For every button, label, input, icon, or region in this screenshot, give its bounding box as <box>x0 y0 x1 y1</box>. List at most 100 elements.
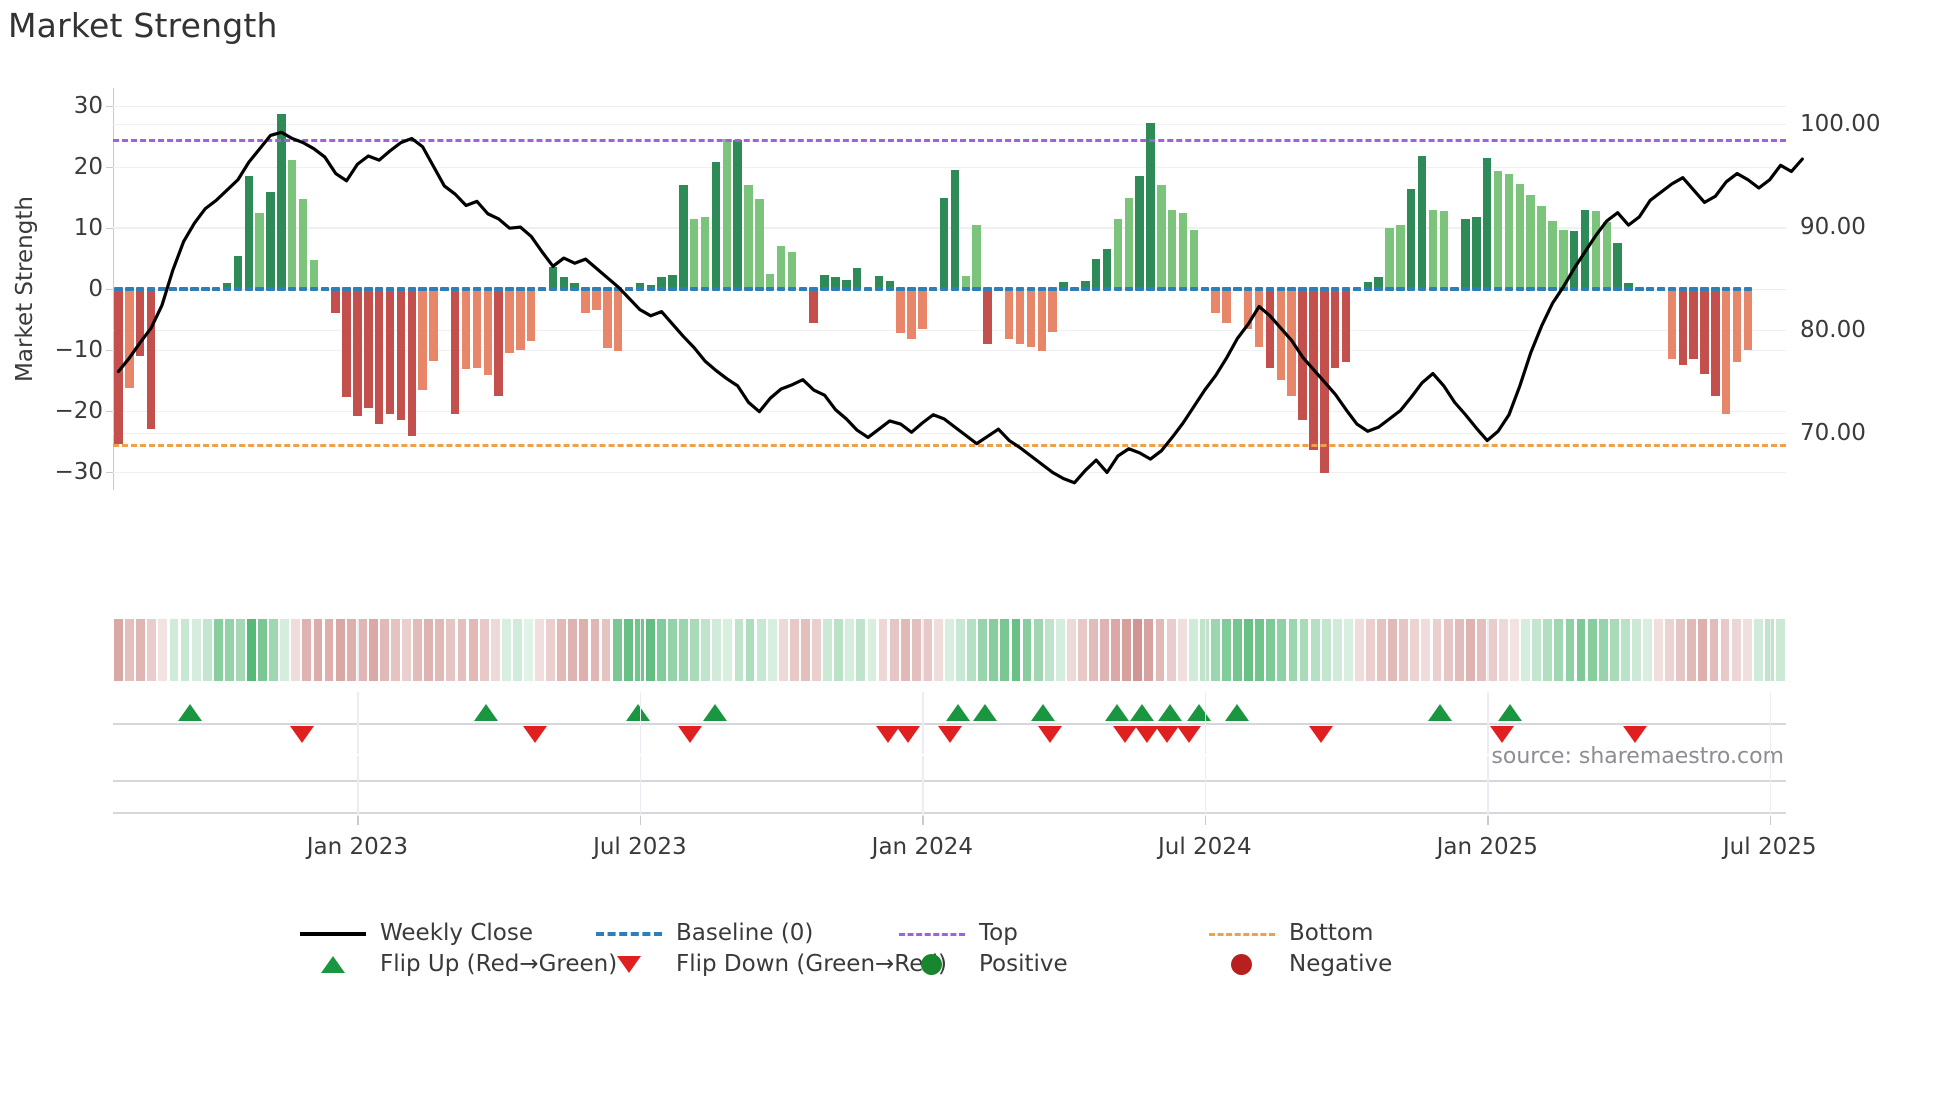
baseline-dash <box>928 287 938 291</box>
baseline-dash <box>548 287 558 291</box>
heatmap-cell <box>391 619 400 681</box>
baseline-dash <box>1309 287 1318 291</box>
heatmap-cell <box>1321 619 1331 681</box>
heatmap-cell <box>1709 619 1719 681</box>
strength-bar <box>1341 289 1351 363</box>
heatmap-cell <box>978 619 988 681</box>
strength-bar <box>1461 218 1470 289</box>
heatmap-cell <box>1266 619 1276 681</box>
baseline-dash <box>1569 287 1579 291</box>
strength-bar <box>679 185 688 289</box>
baseline-dash <box>233 287 243 291</box>
strength-bar <box>1406 188 1416 289</box>
heatmap-cell <box>922 619 932 681</box>
left-axis-label: 0 <box>88 276 103 302</box>
strength-bar <box>1037 289 1047 352</box>
strength-bar <box>1026 289 1036 347</box>
baseline-dash <box>211 287 221 291</box>
baseline-dash <box>1624 287 1633 291</box>
x-guide <box>922 756 924 816</box>
strength-bar <box>1222 289 1231 323</box>
baseline-dash <box>1374 287 1383 291</box>
heatmap-cell <box>1598 619 1608 681</box>
heatmap-cell <box>346 619 356 681</box>
legend-item-flip-down[interactable]: Flip Down (Green→Red) <box>596 951 947 977</box>
heatmap-cell <box>1233 619 1242 681</box>
strength-bar <box>1374 276 1383 289</box>
heatmap-cell <box>679 619 689 681</box>
legend-item-weekly-close[interactable]: Weekly Close <box>300 920 533 946</box>
baseline-dash <box>1472 287 1481 291</box>
baseline-dash <box>1385 287 1394 291</box>
baseline-dash <box>1483 287 1492 291</box>
strength-bar <box>603 289 612 349</box>
heatmap-cell <box>1210 619 1220 681</box>
legend-item-bottom[interactable]: Bottom <box>1209 920 1373 946</box>
legend-item-negative[interactable]: Negative <box>1209 951 1392 977</box>
heatmap-cell <box>501 619 511 681</box>
flip-down-marker <box>937 726 962 743</box>
legend-item-positive[interactable]: Positive <box>899 951 1068 977</box>
strength-bar <box>733 139 742 289</box>
baseline-dash <box>320 287 330 291</box>
strength-bar <box>1624 282 1633 289</box>
baseline-dash <box>190 287 199 291</box>
x-guide <box>1487 756 1489 816</box>
flip-up-marker <box>1129 704 1154 721</box>
baseline-dash <box>288 287 297 291</box>
heatmap-cell <box>778 619 788 681</box>
strength-bar <box>277 114 286 289</box>
legend-label: Baseline (0) <box>676 920 814 946</box>
baseline-dash <box>277 287 286 291</box>
heatmap-cell <box>1310 619 1320 681</box>
heatmap-cell <box>1654 619 1663 681</box>
baseline-dash <box>885 287 894 291</box>
x-tickmark <box>922 816 924 825</box>
baseline-dash <box>711 287 721 291</box>
right-axis-label: 80.00 <box>1800 317 1866 344</box>
baseline-dash <box>1135 287 1144 291</box>
baseline-dash <box>1200 287 1210 291</box>
heatmap-cell <box>1476 619 1486 681</box>
legend-item-top[interactable]: Top <box>899 920 1018 946</box>
legend-item-baseline[interactable]: Baseline (0) <box>596 920 813 946</box>
baseline-dash <box>1613 287 1622 291</box>
strength-bar <box>222 282 232 289</box>
baseline-dash <box>744 287 753 291</box>
heatmap-cell <box>823 619 833 681</box>
strength-bar <box>1015 289 1025 344</box>
strength-bar <box>1493 171 1503 289</box>
heatmap-cell <box>657 619 666 681</box>
baseline-dash <box>1667 287 1677 291</box>
heatmap-cell <box>1078 619 1087 681</box>
legend-label: Bottom <box>1289 920 1374 946</box>
heatmap-cell <box>490 619 500 681</box>
heatmap-cell <box>767 619 777 681</box>
heatmap-cell <box>1643 619 1652 681</box>
strength-bar <box>1167 209 1177 289</box>
strength-bar <box>1667 289 1677 360</box>
baseline-dash <box>581 287 590 291</box>
heatmap-cell <box>479 619 489 681</box>
heatmap-cell <box>1454 619 1464 681</box>
flip-down-marker <box>1308 726 1333 743</box>
strength-bar <box>918 289 927 329</box>
heatmap-cell <box>313 619 323 681</box>
legend-label: Flip Down (Green→Red) <box>676 951 947 977</box>
baseline-dash <box>1743 287 1753 291</box>
strength-bar <box>559 276 569 289</box>
strength-bar <box>755 198 764 289</box>
baseline-dash <box>157 287 167 291</box>
baseline-dash <box>1254 287 1264 291</box>
x-guide <box>357 692 359 754</box>
strength-bar <box>266 191 275 289</box>
baseline-dash <box>1580 287 1590 291</box>
baseline-dash <box>472 287 482 291</box>
strength-bar <box>809 289 818 323</box>
heatmap-cell <box>1764 619 1774 681</box>
top-reference-line <box>113 138 1786 142</box>
legend-item-flip-up[interactable]: Flip Up (Red→Green) <box>300 951 617 977</box>
lower-panel-line-bottom <box>113 812 1786 814</box>
baseline-dash <box>1700 287 1709 291</box>
heatmap-cell <box>468 619 478 681</box>
